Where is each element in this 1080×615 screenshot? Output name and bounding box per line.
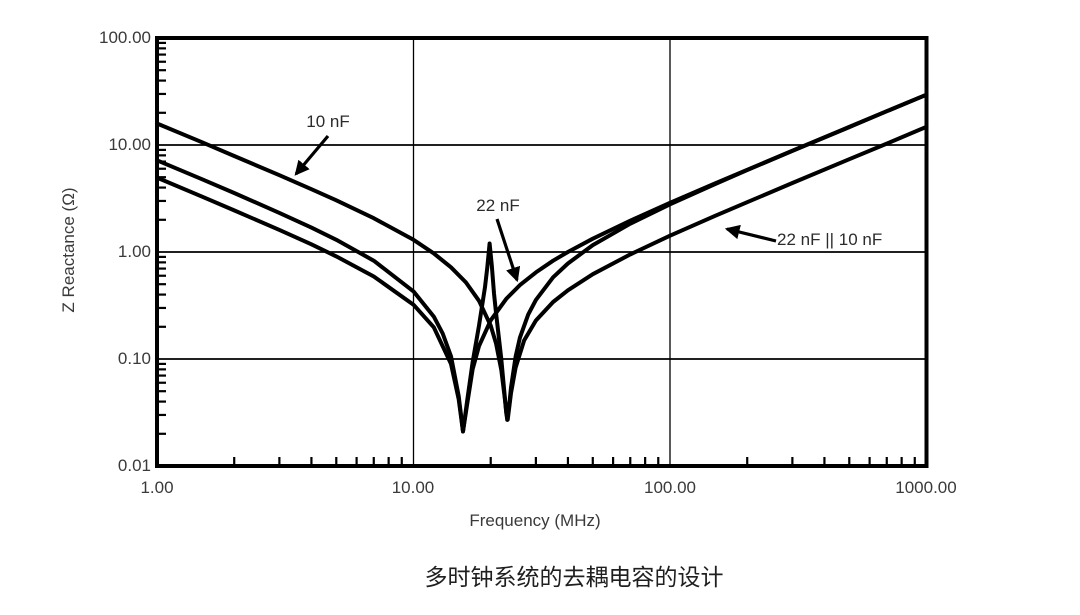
y-axis-title: Z Reactance (Ω) — [59, 187, 78, 313]
x-tick-label-1: 1.00 — [140, 478, 174, 497]
curve-series-2 — [155, 124, 929, 434]
y-tick-label-100: 100.00 — [99, 28, 151, 47]
axis-ticks — [157, 41, 916, 466]
x-tick-label-1000: 1000.00 — [895, 478, 957, 497]
y-tick-label-10: 10.00 — [108, 135, 151, 154]
curve-label-22nf: 22 nF — [476, 196, 520, 215]
curve-series-1 — [155, 92, 929, 434]
y-tick-label-0p1: 0.10 — [117, 349, 151, 368]
arrow-0 — [294, 134, 330, 176]
y-tick-label-0p01: 0.01 — [117, 456, 151, 475]
x-axis-title: Frequency (MHz) — [469, 511, 601, 530]
annotation-arrows — [294, 134, 777, 283]
x-tick-label-10: 10.00 — [391, 478, 435, 497]
gridlines — [157, 38, 927, 466]
figure-caption: 多时钟系统的去耦电容的设计 — [424, 565, 724, 591]
curve-label-10nf: 10 nF — [306, 112, 350, 131]
y-tick-label-1: 1.00 — [117, 242, 151, 261]
x-tick-label-100: 100.00 — [644, 478, 696, 497]
arrow-1 — [495, 218, 521, 283]
arrow-2 — [724, 224, 777, 243]
plot-border — [155, 36, 929, 468]
curve-label-parallel: 22 nF || 10 nF — [777, 230, 883, 249]
series-curves — [155, 92, 929, 434]
